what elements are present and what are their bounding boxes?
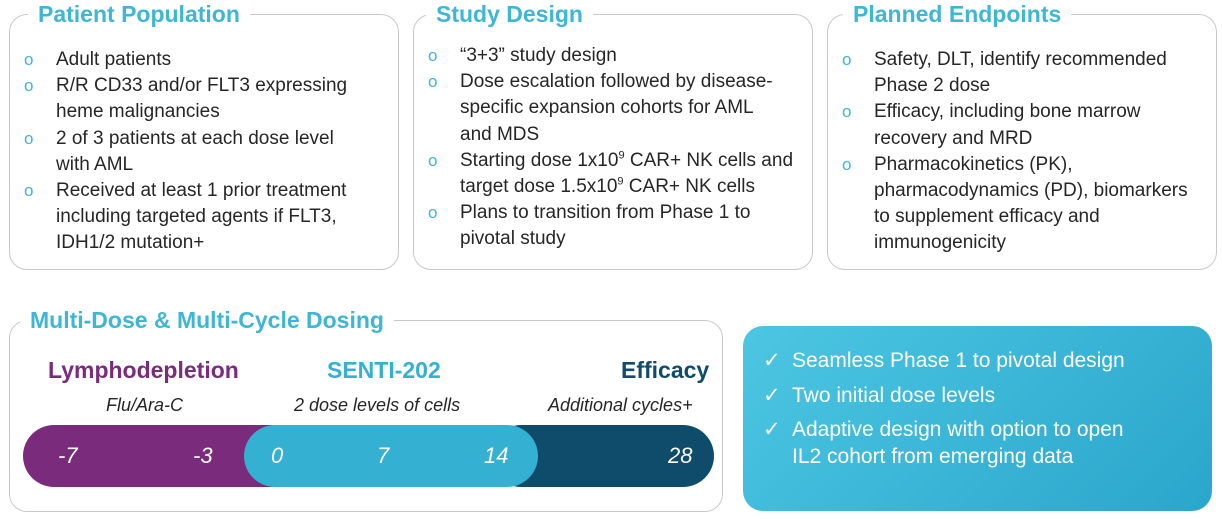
day-minus-3: -3: [193, 443, 213, 468]
key-features-list: ✓ Seamless Phase 1 to pivotal design ✓ Two…: [763, 348, 1125, 478]
circle-bullet-icon: o: [24, 76, 34, 96]
lymphodepletion-label: Lymphodepletion: [48, 357, 239, 383]
planned-endpoints-title: Planned Endpoints: [843, 0, 1072, 29]
study-design-panel: Study Design o “3+3” study design o Dose e…: [413, 0, 813, 270]
efficacy-sub: Additional cycles+: [548, 395, 693, 415]
patient-population-list: o Adult patients o R/R CD33 and/or FLT3 ex…: [24, 47, 394, 257]
day-14: 14: [484, 443, 509, 468]
circle-bullet-icon: o: [24, 181, 34, 201]
lymphodepletion-sub: Flu/Ara-C: [106, 395, 184, 415]
day-7: 7: [377, 443, 390, 468]
dosing-title: Multi-Dose & Multi-Cycle Dosing: [20, 305, 394, 335]
patient-population-panel: Patient Population o Adult patients o R/R …: [9, 0, 399, 270]
check-icon: ✓: [763, 418, 781, 441]
circle-bullet-icon: o: [428, 150, 438, 170]
circle-bullet-icon: o: [428, 46, 438, 65]
circle-bullet-icon: o: [24, 50, 34, 69]
senti-label: SENTI-202: [327, 357, 441, 383]
list-item: o Received at least 1 prior treatment incl…: [24, 180, 347, 254]
study-design-title: Study Design: [426, 0, 593, 29]
list-item: o Safety, DLT, identify recommended Phase …: [842, 49, 1167, 97]
patient-population-title: Patient Population: [28, 0, 250, 29]
day-28: 28: [668, 443, 693, 468]
efficacy-label: Efficacy: [621, 357, 710, 383]
day-0: 0: [271, 443, 284, 468]
check-icon: ✓: [763, 383, 781, 407]
day-minus-7: -7: [58, 443, 78, 468]
planned-endpoints-panel: Planned Endpoints o Safety, DLT, identify…: [827, 0, 1217, 270]
list-item: o Plans to transition from Phase 1 to pivo…: [428, 202, 751, 250]
list-item: o R/R CD33 and/or FLT3 expressing heme mal…: [24, 75, 348, 123]
circle-bullet-icon: o: [842, 102, 852, 122]
study-design-list: o “3+3” study design o Dose escalation fol…: [428, 43, 813, 253]
list-item: ✓ Two initial dose levels: [763, 383, 1125, 410]
senti-bar-cap: [244, 425, 306, 487]
planned-endpoints-list: o Safety, DLT, identify recommended Phase …: [842, 47, 1214, 257]
list-item: ✓ Adaptive design with option to open IL2 …: [763, 418, 1124, 468]
list-item: o Dose escalation followed by disease-spe…: [428, 71, 773, 145]
list-item: o “3+3” study design: [428, 43, 813, 69]
lymphodepletion-bar: [23, 425, 273, 487]
key-features-callout: ✓ Seamless Phase 1 to pivotal design ✓ Two…: [743, 326, 1212, 511]
list-item: ✓ Seamless Phase 1 to pivotal design: [763, 348, 1125, 375]
circle-bullet-icon: o: [428, 203, 438, 223]
list-item: o Starting dose 1x109 CAR+ NK cells and ta…: [428, 149, 794, 198]
circle-bullet-icon: o: [842, 50, 852, 69]
check-icon: ✓: [763, 349, 781, 372]
circle-bullet-icon: o: [428, 72, 438, 92]
circle-bullet-icon: o: [24, 128, 34, 148]
senti-sub: 2 dose levels of cells: [294, 395, 461, 415]
list-item: o Efficacy, including bone marrow recovery…: [842, 101, 1141, 149]
circle-bullet-icon: o: [842, 154, 852, 174]
list-item: o Adult patients: [24, 47, 394, 73]
list-item: o Pharmacokinetics (PK), pharmacodynamics …: [842, 153, 1188, 254]
